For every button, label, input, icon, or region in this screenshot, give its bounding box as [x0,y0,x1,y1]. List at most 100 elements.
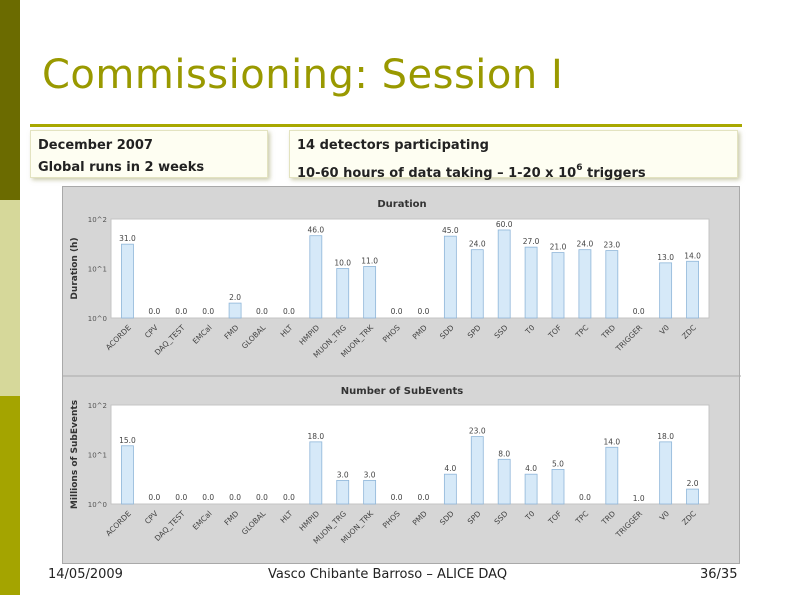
y-tick-label: 10^0 [88,501,107,509]
x-tick-label: TRIGGER [613,509,644,540]
bar [605,250,619,319]
x-tick-label: T0 [523,509,537,523]
bar-value-label: 14.0 [603,437,620,446]
info-right-line2-sup: 6 [576,163,583,173]
bar [551,469,565,505]
bar [336,268,350,319]
bar [578,249,592,319]
bar-value-label: 23.0 [469,427,486,436]
x-tick-label: TPC [573,323,590,340]
bar [443,235,457,319]
chart-title: Duration [377,199,426,210]
x-tick-label: SPD [466,323,483,340]
bar [497,458,511,505]
x-tick-label: HLT [279,509,295,525]
x-tick-label: GLOBAL [240,508,268,536]
bar [659,262,673,319]
x-tick-label: PHOS [381,509,402,530]
bar-value-label: 0.0 [391,493,403,502]
chart-duration: Duration Duration (h) 10^0 10^1 10^2 31.0 ACOR… [70,199,710,360]
bar-value-label: 24.0 [469,240,486,249]
left-bar-light-segment [0,200,20,396]
chart-title: Number of SubEvents [341,386,463,397]
bar [228,302,242,319]
x-tick-label: TRIGGER [613,323,644,354]
x-tick-label: SSD [492,509,509,526]
bar-value-label: 13.0 [657,253,674,262]
plot-area [110,218,710,319]
bar-value-label: 0.0 [175,307,187,316]
x-tick-label: FMD [222,509,240,527]
bar-value-label: 0.0 [256,307,268,316]
y-axis-label: Duration (h) [70,237,80,299]
charts-svg: Duration Duration (h) 10^0 10^1 10^2 31.0 ACOR… [63,199,741,546]
x-tick-label: SSD [492,323,509,340]
charts-panel: Duration Duration (h) 10^0 10^1 10^2 31.0 ACOR… [62,186,741,564]
info-right-line2-prefix: 10-60 hours of data taking – 1-20 x 10 [297,166,577,181]
chart-subevents: Number of SubEvents Millions of SubEvents… [63,375,741,546]
bar [497,229,511,319]
bar [363,266,377,319]
bar-value-label: 0.0 [391,307,403,316]
bar-value-label: 23.0 [603,241,620,250]
plot-area [110,404,710,505]
y-tick-label: 10^1 [88,266,107,274]
x-tick-label: ACORDE [104,509,133,538]
bar [605,446,619,505]
bar [443,473,457,505]
x-tick-label: PHOS [381,323,402,344]
left-bar-mid-segment [0,396,20,595]
x-tick-label: T0 [523,323,537,337]
x-tick-label: CPV [143,508,161,526]
x-tick-label: ACORDE [104,323,133,352]
bar-value-label: 46.0 [307,226,324,235]
x-tick-label: CPV [143,322,161,340]
y-tick-label: 10^0 [88,315,107,323]
y-tick-label: 10^2 [88,216,107,224]
footer-date: 14/05/2009 [48,567,123,582]
bar-value-label: 31.0 [119,234,136,243]
bar [686,488,699,505]
bar [659,441,673,505]
bar-value-label: 0.0 [417,307,429,316]
bar-value-label: 18.0 [307,432,324,441]
x-tick-label: FMD [222,323,240,341]
x-tick-label: TOF [546,509,564,527]
x-tick-label: ZDC [680,323,698,341]
bar-value-label: 0.0 [148,307,160,316]
bar-value-label: 18.0 [657,432,674,441]
bar-value-label: 21.0 [550,243,567,252]
x-tick-label: HMPID [297,509,321,533]
bar [686,260,699,319]
bar-value-label: 8.0 [498,449,510,458]
bar-value-label: 2.0 [687,479,699,488]
bar [309,235,323,319]
x-tick-label: V0 [658,509,672,523]
bar-value-label: 11.0 [361,256,378,265]
title-underline [30,124,742,127]
bar-value-label: 5.0 [552,459,564,468]
bar-value-label: 0.0 [175,493,187,502]
y-axis-label: Millions of SubEvents [70,400,80,509]
bar-value-label: 10.0 [334,259,351,268]
x-tick-label: TOF [546,323,564,341]
x-tick-label: SDD [438,323,456,341]
bar [121,445,134,505]
bar [363,479,377,505]
x-tick-label: TPC [573,509,590,526]
x-tick-label: PMD [411,509,429,527]
x-tick-label: HLT [279,323,295,339]
bar-value-label: 45.0 [442,226,459,235]
bar-value-label: 0.0 [283,307,295,316]
bar-value-label: 0.0 [202,493,214,502]
bar-value-label: 24.0 [577,240,594,249]
bar-value-label: 3.0 [364,470,376,479]
left-bar-dark-segment [0,0,20,200]
bar [336,479,350,505]
bar-value-label: 0.0 [148,493,160,502]
x-tick-label: SPD [466,509,483,526]
bar [121,243,134,319]
bar-value-label: 27.0 [523,237,540,246]
x-tick-label: EMCal [191,509,214,532]
left-decorative-bar [0,0,20,595]
